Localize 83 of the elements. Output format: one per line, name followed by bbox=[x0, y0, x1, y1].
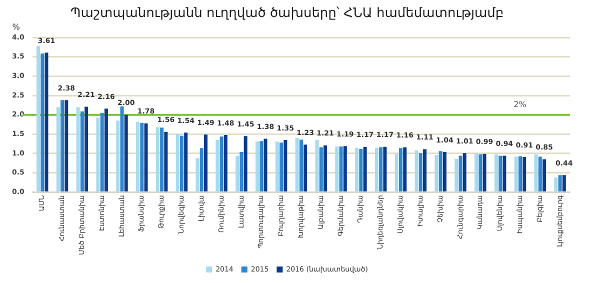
bar bbox=[498, 156, 502, 192]
bar bbox=[36, 46, 40, 192]
bar bbox=[280, 142, 284, 192]
bar bbox=[374, 148, 378, 192]
bar bbox=[176, 134, 180, 192]
bar bbox=[260, 141, 264, 192]
bar bbox=[76, 107, 80, 192]
bar bbox=[44, 52, 48, 192]
bar bbox=[538, 156, 542, 192]
bar bbox=[423, 149, 427, 192]
bar bbox=[284, 140, 288, 192]
bar bbox=[379, 147, 383, 192]
bar bbox=[434, 155, 438, 192]
bar bbox=[84, 106, 88, 192]
bar bbox=[494, 154, 498, 192]
bar bbox=[124, 114, 128, 192]
bar bbox=[40, 53, 44, 192]
bar bbox=[394, 154, 398, 192]
bar bbox=[299, 140, 303, 192]
bar bbox=[383, 146, 387, 192]
bar bbox=[240, 152, 244, 192]
bar bbox=[522, 156, 526, 192]
bar bbox=[319, 147, 323, 192]
bar bbox=[116, 120, 120, 192]
bar bbox=[399, 148, 403, 192]
bar bbox=[64, 100, 68, 192]
bar bbox=[343, 146, 347, 192]
bar bbox=[438, 151, 442, 192]
bar bbox=[339, 146, 343, 192]
bar bbox=[60, 100, 64, 192]
bar bbox=[236, 156, 240, 192]
bar bbox=[144, 123, 148, 192]
ref-line-label: 2% bbox=[514, 100, 527, 109]
bar bbox=[323, 145, 327, 192]
bar bbox=[275, 142, 279, 192]
bar bbox=[403, 147, 407, 192]
bar bbox=[518, 156, 522, 192]
bar bbox=[204, 134, 208, 192]
bar bbox=[224, 134, 228, 192]
bar bbox=[558, 175, 562, 192]
bar bbox=[256, 142, 260, 192]
bar bbox=[196, 158, 200, 192]
bar bbox=[160, 128, 164, 192]
bar bbox=[502, 156, 506, 192]
bar bbox=[355, 148, 359, 192]
bar bbox=[184, 132, 188, 192]
bar bbox=[315, 140, 319, 192]
bar bbox=[359, 148, 363, 192]
bar bbox=[104, 108, 108, 192]
bar bbox=[80, 111, 84, 192]
bar bbox=[335, 146, 339, 192]
chart-title: Պաշտպանությանն ուղղված ծախսերը՝ ՀՆԱ համեմատությամբ bbox=[70, 6, 504, 22]
bar bbox=[295, 138, 299, 192]
bar bbox=[96, 118, 100, 192]
bar bbox=[140, 122, 144, 192]
bar bbox=[244, 136, 248, 192]
y-axis-title: % bbox=[12, 22, 20, 32]
bar bbox=[180, 136, 184, 192]
bar bbox=[220, 136, 224, 192]
bar bbox=[442, 152, 446, 192]
bar bbox=[454, 158, 458, 192]
bar bbox=[363, 146, 367, 192]
bar bbox=[458, 156, 462, 192]
bar bbox=[200, 148, 204, 192]
bar bbox=[562, 175, 566, 192]
bar bbox=[56, 107, 60, 192]
bar bbox=[304, 144, 308, 192]
bar bbox=[414, 150, 418, 192]
bar bbox=[478, 154, 482, 192]
bar bbox=[264, 138, 268, 192]
bar bbox=[534, 154, 538, 192]
bar bbox=[136, 122, 140, 192]
bar bbox=[216, 140, 220, 192]
bar bbox=[542, 159, 546, 192]
bar bbox=[164, 132, 168, 192]
bar bbox=[156, 127, 160, 192]
bar bbox=[462, 153, 466, 192]
bar bbox=[514, 156, 518, 192]
bar bbox=[474, 153, 478, 192]
bar bbox=[100, 112, 104, 192]
bar bbox=[554, 177, 558, 192]
bar bbox=[482, 154, 486, 192]
bar bbox=[418, 153, 422, 192]
